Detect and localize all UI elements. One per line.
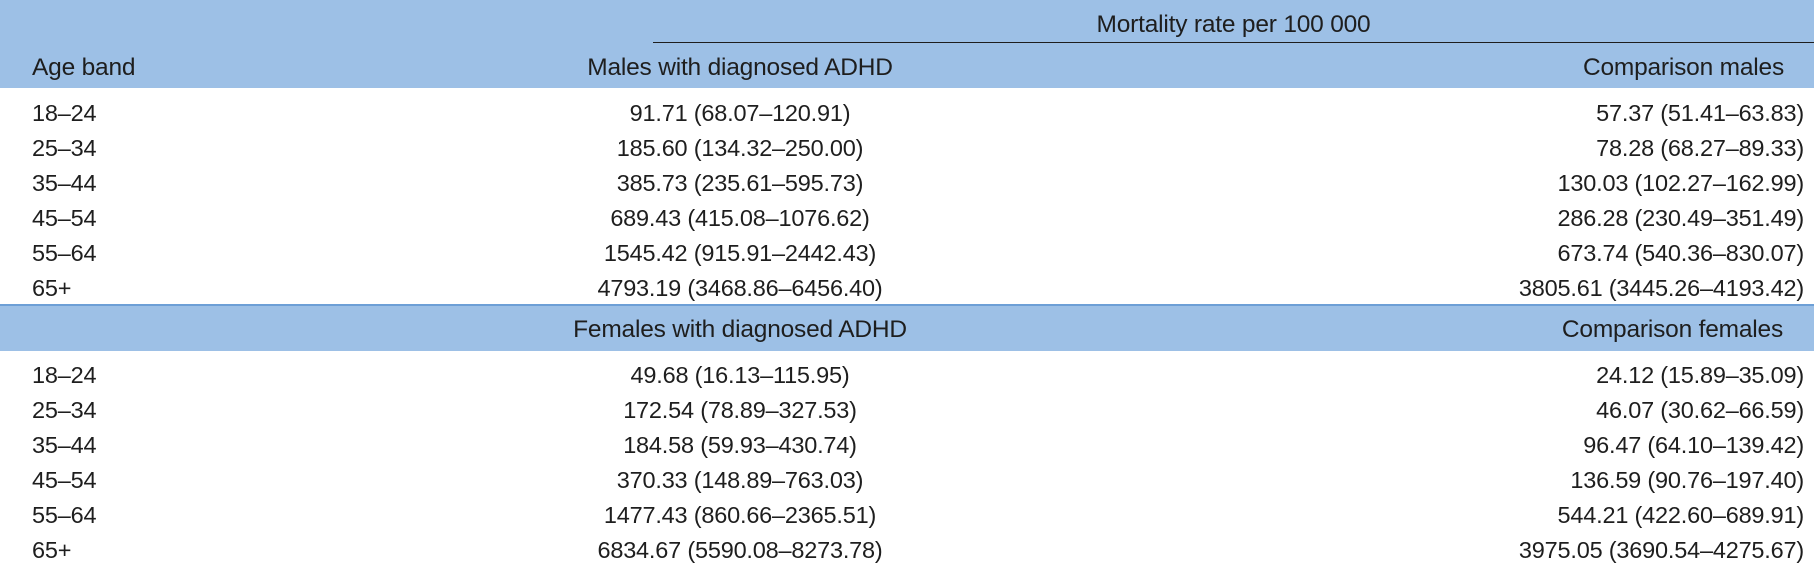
adhd-rate-cell: 6834.67 (5590.08–8273.78) xyxy=(597,537,883,563)
comparison-rate-cell: 78.28 (68.27–89.33) xyxy=(1596,135,1804,161)
females-adhd-header: Females with diagnosed ADHD xyxy=(573,316,907,343)
age-band-cell: 18–24 xyxy=(32,100,97,126)
adhd-rate-cell: 689.43 (415.08–1076.62) xyxy=(610,205,870,231)
age-band-cell: 45–54 xyxy=(32,205,97,231)
age-band-cell: 25–34 xyxy=(32,135,97,161)
comparison-rate-cell: 130.03 (102.27–162.99) xyxy=(1557,170,1805,196)
age-band-cell: 65+ xyxy=(32,537,72,563)
age-band-cell: 55–64 xyxy=(32,240,97,266)
adhd-rate-cell: 370.33 (148.89–763.03) xyxy=(616,467,864,493)
age-band-cell: 35–44 xyxy=(32,432,97,458)
table-header xyxy=(0,0,1814,88)
comparison-rate-cell: 57.37 (51.41–63.83) xyxy=(1596,100,1804,126)
spanner-rule xyxy=(653,42,1814,43)
comparison-rate-cell: 3975.05 (3690.54–4275.67) xyxy=(1518,537,1804,563)
comparison-rate-cell: 286.28 (230.49–351.49) xyxy=(1557,205,1805,231)
age-band-cell: 55–64 xyxy=(32,502,97,528)
comparison-males-header: Comparison males xyxy=(1582,54,1784,81)
adhd-rate-cell: 185.60 (134.32–250.00) xyxy=(616,135,864,161)
age-band-cell: 45–54 xyxy=(32,467,97,493)
comparison-rate-cell: 46.07 (30.62–66.59) xyxy=(1596,397,1804,423)
age-band-cell: 25–34 xyxy=(32,397,97,423)
spanner-header: Mortality rate per 100 000 xyxy=(1096,11,1371,38)
age-band-header: Age band xyxy=(32,54,136,81)
adhd-rate-cell: 172.54 (78.89–327.53) xyxy=(623,397,857,423)
adhd-rate-cell: 385.73 (235.61–595.73) xyxy=(616,170,864,196)
adhd-rate-cell: 184.58 (59.93–430.74) xyxy=(623,432,857,458)
females-subheader xyxy=(0,304,1814,351)
comparison-females-header: Comparison females xyxy=(1561,316,1783,343)
comparison-rate-cell: 136.59 (90.76–197.40) xyxy=(1570,467,1804,493)
adhd-rate-cell: 1545.42 (915.91–2442.43) xyxy=(603,240,877,266)
age-band-cell: 35–44 xyxy=(32,170,97,196)
age-band-cell: 65+ xyxy=(32,275,72,301)
comparison-rate-cell: 96.47 (64.10–139.42) xyxy=(1583,432,1804,458)
comparison-rate-cell: 24.12 (15.89–35.09) xyxy=(1596,362,1804,388)
age-band-cell: 18–24 xyxy=(32,362,97,388)
comparison-rate-cell: 3805.61 (3445.26–4193.42) xyxy=(1518,275,1804,301)
males-adhd-header: Males with diagnosed ADHD xyxy=(587,54,893,81)
adhd-rate-cell: 91.71 (68.07–120.91) xyxy=(629,100,851,126)
adhd-rate-cell: 1477.43 (860.66–2365.51) xyxy=(603,502,877,528)
adhd-rate-cell: 4793.19 (3468.86–6456.40) xyxy=(597,275,883,301)
comparison-rate-cell: 673.74 (540.36–830.07) xyxy=(1557,240,1805,266)
adhd-rate-cell: 49.68 (16.13–115.95) xyxy=(630,362,850,388)
comparison-rate-cell: 544.21 (422.60–689.91) xyxy=(1557,502,1805,528)
